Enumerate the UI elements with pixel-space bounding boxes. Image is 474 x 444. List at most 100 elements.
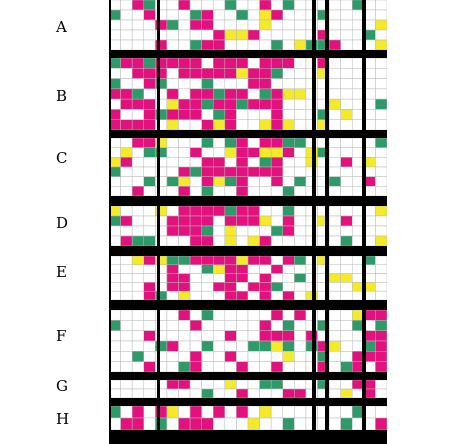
heatmap-cell (189, 0, 202, 11)
heatmap-cell (340, 157, 353, 168)
heatmap-cell (120, 78, 133, 90)
heatmap-cell (282, 29, 295, 41)
heatmap-cell (131, 405, 144, 419)
heatmap-cell (236, 137, 249, 148)
heatmap-cell (201, 361, 214, 373)
heatmap-cell (189, 88, 202, 100)
heatmap-cell (282, 78, 295, 90)
heatmap-cell (340, 235, 353, 247)
heatmap-cell (131, 225, 144, 237)
heatmap-cell (189, 109, 202, 120)
heatmap-cell (340, 309, 353, 321)
heatmap-cell (282, 264, 295, 274)
heatmap-cell (375, 39, 387, 51)
heatmap-cell (120, 320, 133, 331)
heatmap-cell (328, 57, 341, 69)
row-label-h: H (56, 410, 70, 428)
heatmap-cell (236, 109, 249, 120)
heatmap-cell (247, 29, 260, 41)
heatmap-cell (247, 309, 260, 321)
heatmap-cell (247, 255, 260, 266)
heatmap-cell (213, 320, 226, 331)
heatmap-cell (259, 388, 272, 399)
heatmap-cell (340, 290, 353, 301)
heatmap-cell (120, 176, 133, 187)
heatmap-cell (247, 176, 260, 187)
heatmap-cell (189, 273, 202, 283)
heatmap-cell (282, 351, 295, 362)
heatmap-cell (259, 215, 272, 227)
heatmap-cell (340, 405, 353, 419)
heatmap-cell (375, 215, 387, 227)
heatmap-cell (143, 290, 156, 301)
heatmap-cell (201, 225, 214, 237)
heatmap-cell (236, 290, 249, 301)
heatmap-cell (213, 388, 226, 399)
heatmap-cell (340, 137, 353, 148)
heatmap-cell (201, 309, 214, 321)
column-separator-vertical (312, 0, 316, 444)
heatmap-cell (224, 235, 237, 247)
heatmap-cell (189, 19, 202, 31)
heatmap-cell (178, 9, 191, 21)
heatmap-cell (224, 255, 237, 266)
heatmap-cell (375, 166, 387, 177)
heatmap-cell (201, 330, 214, 342)
heatmap-cell (247, 186, 260, 197)
heatmap-cell (120, 351, 133, 362)
heatmap-cell (213, 215, 226, 227)
heatmap-cell (247, 98, 260, 110)
heatmap-cell (201, 351, 214, 362)
heatmap-cell (189, 351, 202, 362)
heatmap-cell (340, 9, 353, 21)
heatmap-cell (224, 290, 237, 301)
heatmap-cell (236, 29, 249, 41)
heatmap-cell (213, 88, 226, 100)
heatmap-cell (259, 320, 272, 331)
heatmap-cell (213, 405, 226, 419)
heatmap-cell (224, 0, 237, 11)
heatmap-cell (328, 330, 341, 342)
heatmap-cell (120, 282, 133, 292)
heatmap-cell (259, 98, 272, 110)
heatmap-cell (375, 78, 387, 90)
heatmap-cell (270, 29, 283, 41)
heatmap-cell (166, 186, 179, 197)
heatmap-cell (120, 98, 133, 110)
heatmap-cell (166, 351, 179, 362)
heatmap-cell (224, 68, 237, 79)
heatmap-cell (120, 39, 133, 51)
heatmap-cell (178, 98, 191, 110)
heatmap-cell (189, 68, 202, 79)
heatmap-cell (328, 225, 341, 237)
heatmap-cell (178, 309, 191, 321)
heatmap-cell (213, 264, 226, 274)
heatmap-cell (166, 388, 179, 399)
heatmap-cell (375, 264, 387, 274)
heatmap-cell (166, 330, 179, 342)
heatmap-cell (120, 361, 133, 373)
heatmap-cell (178, 215, 191, 227)
heatmap-cell (294, 405, 307, 419)
row-label-f: F (56, 327, 67, 345)
heatmap-cell (143, 176, 156, 187)
heatmap-cell (294, 57, 307, 69)
heatmap-cell (270, 282, 283, 292)
heatmap-cell (236, 0, 249, 11)
heatmap-cell (120, 88, 133, 100)
heatmap-cell (294, 0, 307, 11)
heatmap-cell (131, 273, 144, 283)
heatmap-cell (201, 235, 214, 247)
heatmap-cell (259, 340, 272, 352)
heatmap-cell (178, 88, 191, 100)
heatmap-cell (178, 78, 191, 90)
heatmap-cell (247, 19, 260, 31)
heatmap-cell (224, 309, 237, 321)
heatmap-cell (247, 340, 260, 352)
heatmap-cell (375, 255, 387, 266)
heatmap-cell (213, 176, 226, 187)
heatmap-cell (375, 0, 387, 11)
heatmap-cell (131, 9, 144, 21)
heatmap-cell (375, 320, 387, 331)
heatmap-cell (375, 29, 387, 41)
